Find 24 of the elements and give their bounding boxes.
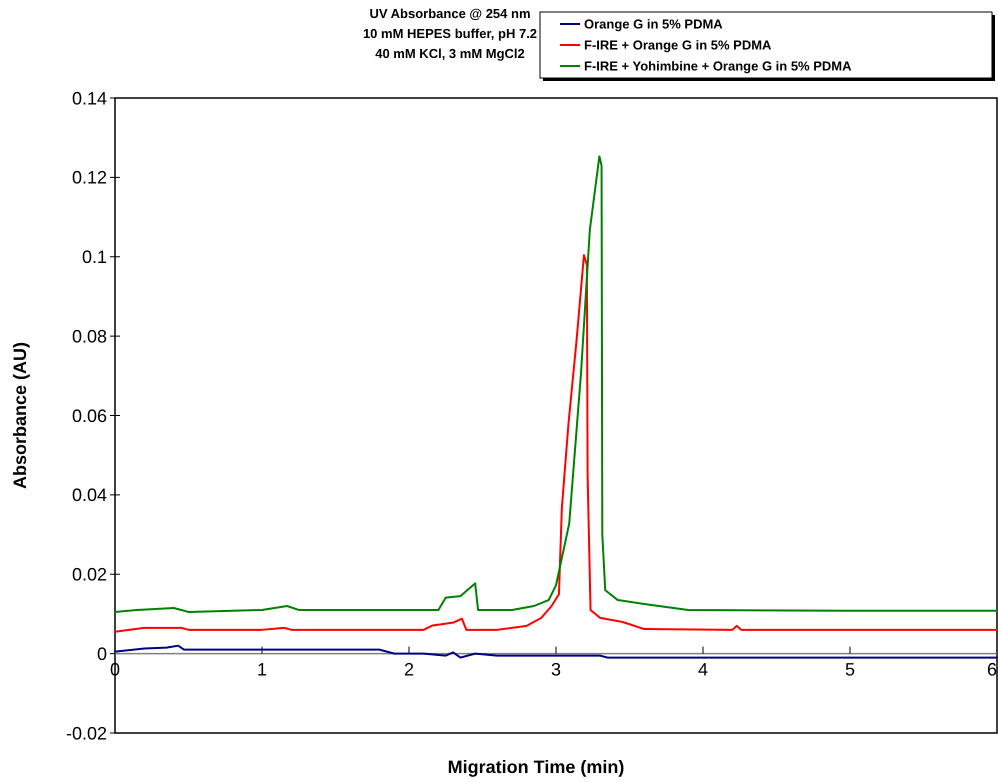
line-series: [114, 155, 998, 613]
y-tick-label: 0.14: [72, 88, 107, 108]
legend-label: F-IRE + Yohimbine + Orange G in 5% PDMA: [584, 58, 852, 74]
legend-label: F-IRE + Orange G in 5% PDMA: [584, 38, 772, 53]
y-tick-label: 0: [96, 644, 107, 664]
line-series: [114, 644, 998, 659]
x-tick-label: 5: [844, 660, 856, 680]
y-tick-label: 0.1: [82, 247, 107, 268]
y-tick-label: 0.08: [72, 326, 107, 346]
line-series: [114, 254, 998, 633]
x-tick-label: 2: [404, 660, 414, 680]
chart-title: UV Absorbance @ 254 nm 10 mM HEPES buffer, pH 7.2 40 mM KCl, 3 mM MgCl2: [362, 6, 538, 61]
x-tick-label: 1: [256, 660, 268, 680]
y-tick-label: 0.04: [72, 485, 107, 506]
y-axis-title: Absorbance (AU): [10, 342, 30, 490]
x-tick-label: 4: [698, 660, 708, 680]
x-tick-label: 6: [986, 660, 998, 680]
legend-label: Orange G in 5% PDMA: [584, 16, 724, 32]
x-axis-title: Migration Time (min): [448, 757, 624, 777]
y-tick-label: 0.06: [72, 406, 107, 426]
y-tick-label: -0.02: [66, 723, 107, 744]
y-tick-label: 0.02: [72, 564, 107, 585]
y-tick-label: 0.12: [72, 168, 107, 188]
x-tick-label: 3: [550, 660, 562, 680]
